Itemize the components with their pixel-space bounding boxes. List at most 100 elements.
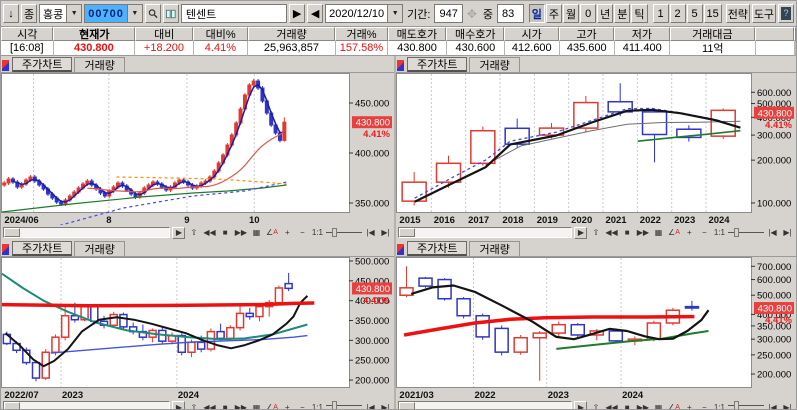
zoom-slider[interactable]: [728, 228, 764, 237]
tab-price-chart[interactable]: 주가차트: [12, 57, 73, 72]
stop-icon[interactable]: ■: [620, 401, 634, 409]
prev-stock-button[interactable]: ◀: [307, 4, 324, 23]
grid-settings-icon[interactable]: ▦: [652, 226, 666, 239]
slider-thumb[interactable]: [734, 401, 739, 409]
period-input[interactable]: 947: [434, 4, 463, 23]
expand-button[interactable]: ▶: [172, 401, 186, 409]
splitter-icon[interactable]: [397, 244, 404, 255]
count-input[interactable]: 83: [497, 4, 524, 23]
go-last-button[interactable]: ▶|: [379, 226, 392, 239]
tab-volume[interactable]: 거래량: [74, 57, 125, 72]
minute-button-5[interactable]: 5: [686, 4, 703, 23]
grid-settings-icon[interactable]: ▦: [652, 401, 666, 409]
chevron-down-icon[interactable]: ▼: [66, 5, 82, 22]
chart-hscrollbar[interactable]: [3, 401, 171, 409]
fast-forward-icon[interactable]: ▶▶: [233, 226, 249, 239]
splitter-icon[interactable]: [397, 60, 404, 71]
go-last-button[interactable]: ▶|: [781, 226, 794, 239]
fast-backward-icon[interactable]: ◀◀: [202, 401, 217, 409]
price-chart[interactable]: 500.000 450.000 400.000 350.000 300.000 250.0…: [1, 257, 394, 400]
slider-thumb[interactable]: [332, 401, 337, 409]
chart-hscrollbar[interactable]: [398, 227, 573, 238]
zoom-out-icon[interactable]: −: [697, 401, 711, 409]
price-chart[interactable]: 450.000 400.000 350.000 2024/06 8 9 10 430.8004…: [1, 73, 394, 225]
minute-button-15[interactable]: 15: [703, 4, 722, 23]
tab-volume[interactable]: 거래량: [74, 241, 125, 256]
slider-thumb[interactable]: [332, 228, 337, 237]
zoom-in-icon[interactable]: +: [682, 226, 696, 239]
period-button-0[interactable]: 0: [580, 4, 597, 23]
period-button-주[interactable]: 주: [545, 4, 562, 23]
stock-code-input[interactable]: 00700 ▼: [84, 4, 143, 23]
trend-angle-icon[interactable]: ∠ A: [667, 401, 681, 409]
tab-volume[interactable]: 거래량: [469, 57, 520, 72]
go-first-button[interactable]: |◀: [364, 401, 377, 409]
minute-button-2[interactable]: 2: [669, 4, 686, 23]
fast-forward-icon[interactable]: ▶▶: [635, 401, 651, 409]
next-stock-button[interactable]: ▶: [289, 4, 306, 23]
zoom-slider[interactable]: [728, 401, 764, 409]
tab-price-chart[interactable]: 주가차트: [12, 241, 73, 256]
ratio-icon[interactable]: 1:1: [310, 226, 324, 239]
go-first-button[interactable]: |◀: [766, 226, 779, 239]
go-last-button[interactable]: ▶|: [379, 401, 392, 409]
fast-forward-icon[interactable]: ▶▶: [635, 226, 651, 239]
slider-thumb[interactable]: [734, 228, 739, 237]
chart-hscrollbar[interactable]: [398, 401, 573, 409]
expand-button[interactable]: ▶: [574, 401, 588, 409]
chevron-down-icon[interactable]: ▼: [126, 5, 142, 22]
pan-icon[interactable]: ⇧: [187, 226, 201, 239]
tab-price-chart[interactable]: 주가차트: [407, 57, 468, 72]
minute-button-1[interactable]: 1: [652, 4, 669, 23]
scrollbar-thumb[interactable]: [4, 402, 20, 409]
fast-forward-icon[interactable]: ▶▶: [233, 401, 249, 409]
zoom-in-icon[interactable]: +: [682, 401, 696, 409]
date-select[interactable]: 2020/12/10 ▼: [325, 4, 404, 23]
ratio-icon[interactable]: 1:1: [310, 401, 324, 409]
zoom-slider[interactable]: [326, 228, 362, 237]
zoom-slider[interactable]: [326, 401, 362, 409]
market-select[interactable]: 홍콩 ▼: [39, 4, 83, 23]
tools-button[interactable]: 도구: [751, 4, 776, 23]
trend-angle-icon[interactable]: ∠ A: [667, 226, 681, 239]
fast-backward-icon[interactable]: ◀◀: [202, 226, 217, 239]
chevron-down-icon[interactable]: ▼: [387, 5, 403, 22]
stop-icon[interactable]: ■: [620, 226, 634, 239]
expand-button[interactable]: ▶: [574, 226, 588, 239]
grid-settings-icon[interactable]: ▦: [250, 226, 264, 239]
zoom-out-icon[interactable]: −: [697, 226, 711, 239]
scrollbar-thumb[interactable]: [4, 228, 20, 237]
tab-price-chart[interactable]: 주가차트: [407, 241, 468, 256]
go-first-button[interactable]: |◀: [364, 226, 377, 239]
go-first-button[interactable]: |◀: [766, 401, 779, 409]
ratio-icon[interactable]: 1:1: [712, 226, 726, 239]
zoom-out-icon[interactable]: −: [295, 401, 309, 409]
help-button[interactable]: ?: [778, 4, 794, 23]
stock-kind-button[interactable]: 종: [21, 4, 37, 23]
fast-backward-icon[interactable]: ◀◀: [604, 401, 619, 409]
period-button-일[interactable]: 일: [528, 4, 545, 23]
down-arrow-button[interactable]: ↓: [3, 4, 19, 23]
chart-hscrollbar[interactable]: [3, 227, 171, 238]
period-button-분[interactable]: 분: [614, 4, 631, 23]
pan-icon[interactable]: ⇧: [187, 401, 201, 409]
stop-icon[interactable]: ■: [218, 226, 232, 239]
zoom-in-icon[interactable]: +: [280, 226, 294, 239]
tab-volume[interactable]: 거래량: [469, 241, 520, 256]
strategy-button[interactable]: 전략: [725, 4, 750, 23]
period-button-월[interactable]: 월: [563, 4, 580, 23]
grid-settings-icon[interactable]: ▦: [250, 401, 264, 409]
expand-button[interactable]: ▶: [172, 226, 186, 239]
splitter-icon[interactable]: [2, 244, 9, 255]
period-button-틱[interactable]: 틱: [631, 4, 648, 23]
pan-icon[interactable]: ⇧: [589, 401, 603, 409]
fast-backward-icon[interactable]: ◀◀: [604, 226, 619, 239]
splitter-icon[interactable]: [2, 60, 9, 71]
scrollbar-thumb[interactable]: [399, 228, 415, 237]
stock-name-field[interactable]: 텐센트: [180, 4, 288, 23]
trend-angle-icon[interactable]: ∠ A: [265, 226, 279, 239]
go-last-button[interactable]: ▶|: [781, 401, 794, 409]
pan-icon[interactable]: ⇧: [589, 226, 603, 239]
stop-icon[interactable]: ■: [218, 401, 232, 409]
